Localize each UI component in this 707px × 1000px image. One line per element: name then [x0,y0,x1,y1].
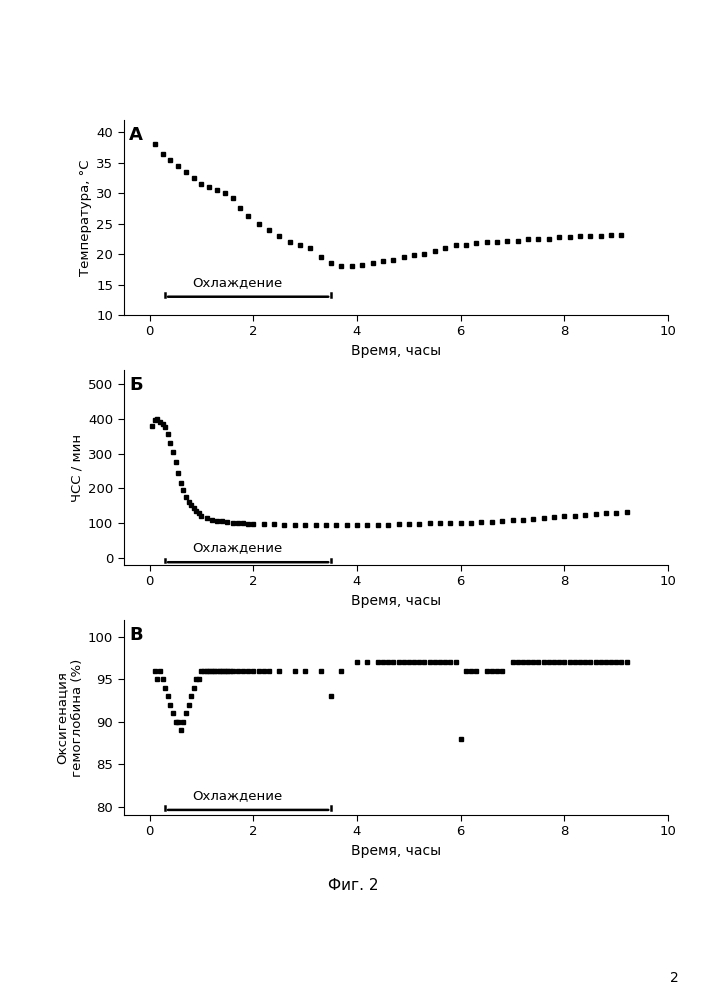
X-axis label: Время, часы: Время, часы [351,344,441,358]
Text: Охлаждение: Охлаждение [193,789,283,802]
Text: Б: Б [129,376,143,394]
X-axis label: Время, часы: Время, часы [351,844,441,858]
Y-axis label: ЧСС / мин: ЧСС / мин [71,433,84,502]
Text: Охлаждение: Охлаждение [193,276,283,289]
Y-axis label: Температура, °C: Температура, °C [79,159,92,276]
Y-axis label: Оксигенация
гемоглобина (%): Оксигенация гемоглобина (%) [56,658,84,777]
Text: A: A [129,126,143,144]
Text: В: В [129,626,143,644]
X-axis label: Время, часы: Время, часы [351,594,441,608]
Text: 2: 2 [670,971,679,985]
Text: Фиг. 2: Фиг. 2 [328,878,379,892]
Text: Охлаждение: Охлаждение [193,541,283,554]
